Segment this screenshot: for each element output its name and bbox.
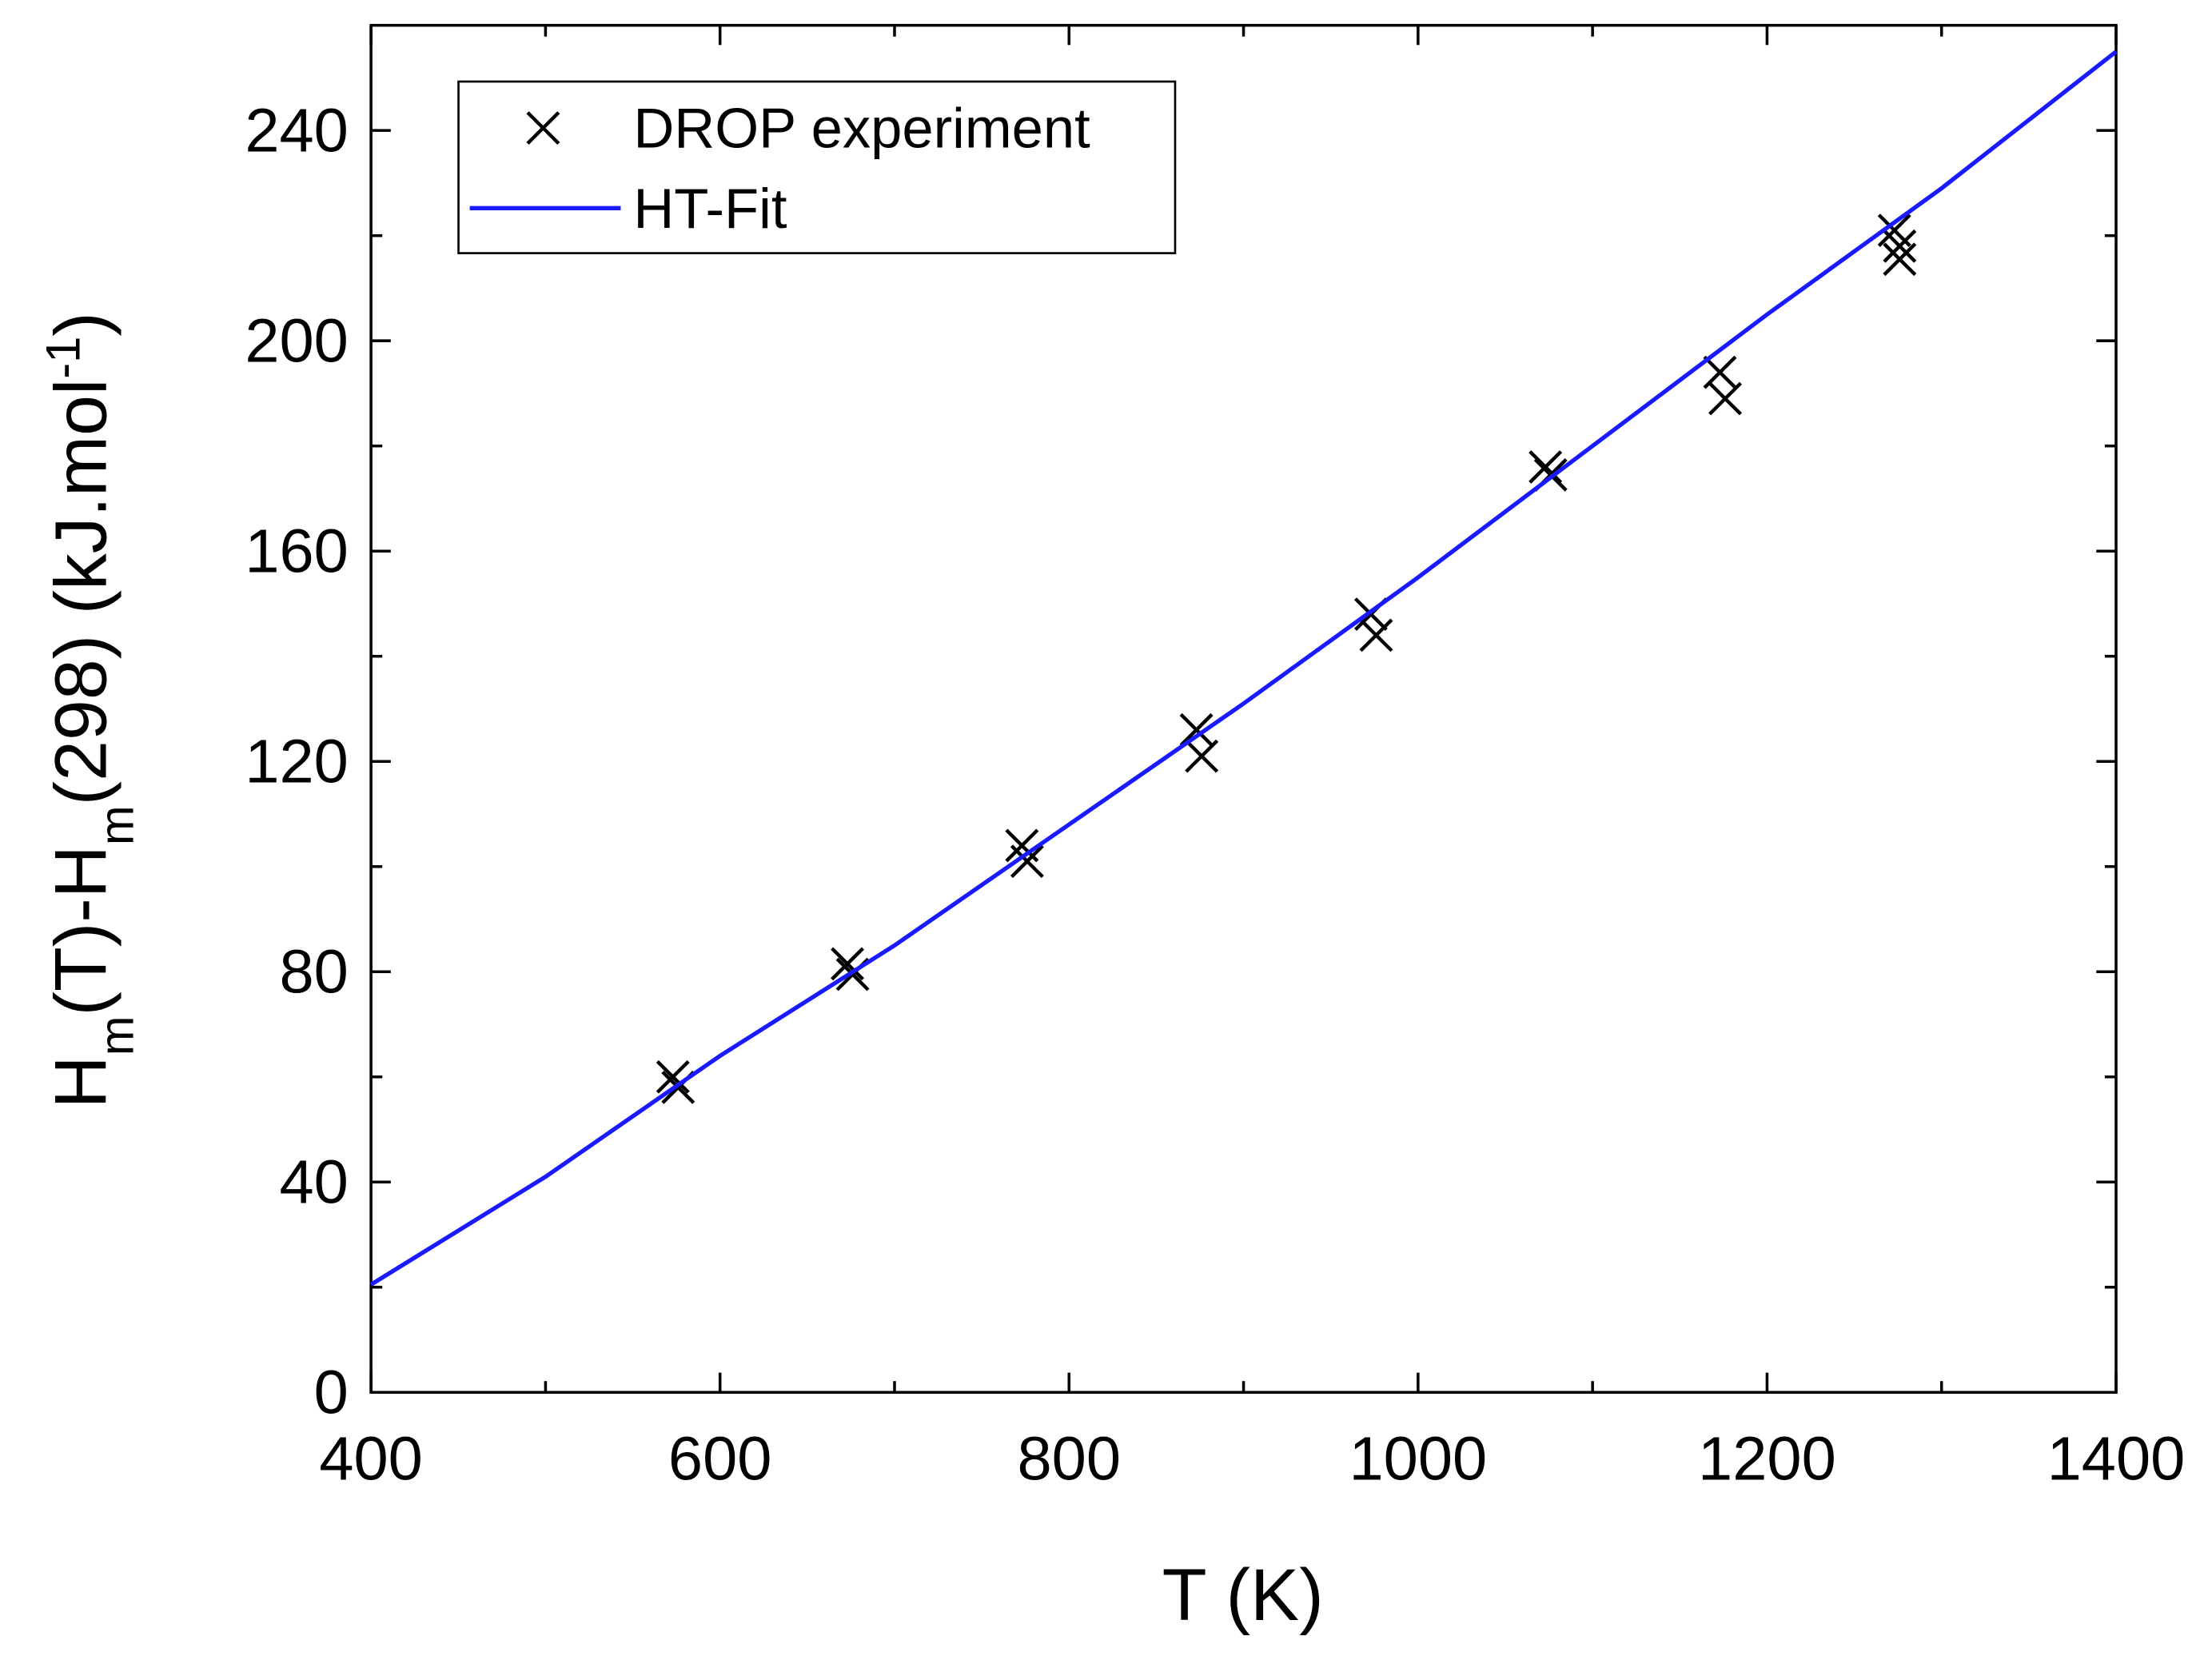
y-axis-title-part: (T)-H — [40, 845, 122, 1016]
y-axis-title-part: H — [40, 1055, 122, 1108]
y-axis-title-part: ) — [40, 312, 122, 336]
data-point — [656, 1059, 690, 1094]
data-point — [1883, 242, 1917, 277]
data-point — [1010, 844, 1044, 879]
legend-label: HT-Fit — [633, 177, 787, 240]
legend-label: DROP experiment — [633, 97, 1090, 160]
legend-swatch — [526, 111, 560, 145]
x-tick-label: 1200 — [1698, 1424, 1836, 1493]
fit-line — [369, 50, 2118, 1287]
x-tick-label: 600 — [668, 1424, 772, 1493]
y-axis-title: Hm(T)-Hm(298) (kJ.mol-1) — [36, 312, 143, 1108]
legend-box — [457, 80, 1177, 254]
data-point — [1359, 618, 1393, 652]
y-axis-title-part: m — [90, 805, 143, 845]
y-tick-label: 0 — [314, 1359, 349, 1427]
data-point — [1703, 355, 1737, 389]
x-tick-label: 1000 — [1349, 1424, 1487, 1493]
data-point — [1528, 450, 1563, 484]
y-tick-label: 240 — [245, 97, 349, 166]
y-tick-label: 120 — [245, 728, 349, 796]
x-tick-label: 1400 — [2047, 1424, 2186, 1493]
y-axis-title-part: (298) (kJ.mol — [40, 379, 122, 806]
data-point — [1883, 229, 1917, 263]
data-point — [1708, 381, 1743, 416]
data-point — [1185, 739, 1219, 773]
y-tick-label: 160 — [245, 517, 349, 586]
x-tick-label: 800 — [1018, 1424, 1122, 1493]
y-tick-label: 80 — [280, 938, 349, 1007]
y-tick-label: 40 — [280, 1148, 349, 1217]
x-tick-label: 400 — [319, 1424, 423, 1493]
data-point — [831, 947, 865, 981]
x-axis-title: T (K) — [1162, 1554, 1324, 1636]
y-axis-title-part: -1 — [36, 337, 90, 379]
y-axis-title-part: m — [90, 1016, 143, 1055]
y-tick-label: 200 — [245, 307, 349, 376]
data-point — [1179, 712, 1214, 747]
